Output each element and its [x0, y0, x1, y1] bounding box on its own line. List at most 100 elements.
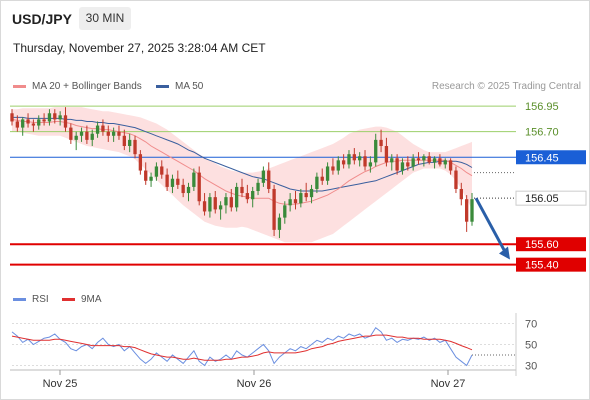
legend-9ma-label: 9MA [81, 294, 102, 305]
candle-body [42, 119, 46, 122]
candle-body [181, 184, 185, 194]
candle-body [341, 160, 346, 165]
candle-body [197, 172, 201, 202]
candle-body [133, 139, 137, 155]
candle-body [390, 158, 394, 163]
support-label: 155.60 [525, 239, 559, 251]
candle-body [277, 217, 282, 230]
candle-body [74, 135, 78, 140]
candle-body [31, 123, 36, 126]
symbol-title: USD/JPY [12, 11, 72, 27]
candle-body [352, 154, 356, 161]
candle-body [154, 166, 159, 177]
candle-body [138, 154, 143, 171]
candle-body [470, 199, 474, 222]
candle-body [256, 182, 260, 192]
legend-rsi: RSI [13, 294, 49, 305]
pivot-label-box [516, 150, 586, 165]
candle-body [379, 139, 383, 147]
candle-body [240, 186, 244, 194]
candle-body [128, 139, 132, 147]
legend-ma50-label: MA 50 [175, 81, 204, 92]
candle-body [122, 135, 126, 147]
candle-body [186, 186, 191, 194]
candle-body [192, 172, 196, 187]
legend-ma20-bb: MA 20 + Bollinger Bands [13, 81, 142, 92]
candle-body [325, 166, 330, 181]
candle-body [117, 131, 121, 136]
candle-body [448, 160, 453, 171]
candle-body [229, 197, 233, 208]
candle-body [85, 131, 89, 140]
candle-body [293, 199, 298, 204]
candle-body [299, 193, 303, 204]
candle-body [90, 133, 94, 140]
candle-body [202, 201, 207, 212]
candle-body [438, 158, 442, 165]
rsi-tick-label: 50 [525, 340, 537, 352]
candle-body [283, 205, 287, 218]
ma20-swatch-icon [13, 85, 26, 88]
candle-body [69, 127, 73, 140]
rsi-tick-label: 30 [525, 361, 537, 373]
datetime-label: Thursday, November 27, 2025 3:28:04 AM C… [13, 41, 266, 55]
candle-body [331, 166, 335, 171]
candle-body [432, 158, 437, 163]
timeframe-button[interactable]: 30 MIN [79, 7, 131, 30]
bollinger-band-area [12, 107, 472, 243]
candle-body [320, 176, 324, 181]
x-tick-label: Nov 25 [43, 378, 78, 390]
candle-body [21, 119, 25, 128]
candle-body [79, 131, 84, 136]
candle-body [459, 188, 463, 200]
candle-body [267, 170, 271, 189]
candle-body [454, 170, 458, 189]
legend-rsi-label: RSI [32, 294, 49, 305]
legend-ma50: MA 50 [156, 81, 203, 92]
candle-body [336, 160, 340, 171]
support-label: 155.40 [525, 260, 559, 272]
legend-ma20-label: MA 20 + Bollinger Bands [32, 81, 142, 92]
candle-body [176, 178, 180, 185]
candle-body [58, 115, 62, 120]
candle-body [95, 125, 100, 134]
candle-body [63, 115, 68, 128]
candle-body [363, 156, 367, 167]
candle-body [234, 186, 239, 208]
x-tick-label: Nov 26 [237, 378, 272, 390]
candle-body [272, 188, 276, 230]
candle-body [422, 156, 426, 161]
resistance-label: 156.95 [525, 101, 559, 113]
candle-body [395, 158, 399, 171]
forecast-arrow-head-icon [499, 246, 510, 260]
candle-body [304, 193, 308, 198]
candle-body [374, 139, 378, 163]
candle-body [464, 199, 469, 222]
candle-body [251, 191, 255, 200]
ma50-swatch-icon [156, 85, 169, 88]
candle-body [53, 113, 57, 120]
candle-body [347, 154, 351, 165]
research-credit: Research © 2025 Trading Central [431, 81, 581, 92]
rsi-line [11, 326, 473, 367]
current-price-box [515, 190, 587, 206]
support-label-box [516, 237, 586, 252]
candle-body [101, 125, 105, 132]
candle-body [427, 156, 431, 163]
candle-body [165, 174, 169, 187]
rsi-swatch-icon [13, 298, 26, 301]
candle-body [309, 188, 314, 198]
candle-body [411, 158, 415, 167]
pivot-label: 156.45 [525, 152, 559, 164]
candle-body [315, 176, 319, 189]
candle-body [208, 197, 212, 212]
rsi-ma-swatch-icon [62, 298, 75, 301]
candle-body [288, 199, 292, 206]
candle-body [406, 162, 410, 167]
candle-body [170, 178, 175, 187]
candle-body [15, 121, 20, 128]
candle-body [37, 119, 41, 126]
candle-body [106, 131, 110, 136]
legend-9ma: 9MA [62, 294, 102, 305]
